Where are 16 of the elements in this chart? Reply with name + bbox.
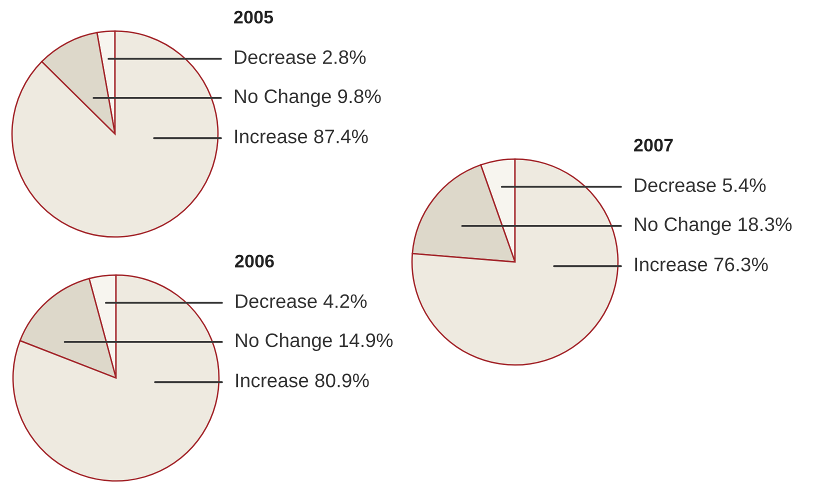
slice-label: Increase 76.3% <box>635 258 768 272</box>
slice-label: No Change 14.9% <box>236 332 393 352</box>
slice-label: Decrease 5.4% <box>635 178 766 192</box>
slice-label: Decrease 2.8% <box>235 50 366 64</box>
chart-title: 2007 <box>634 138 673 152</box>
slice-label: Increase 87.4% <box>235 130 368 144</box>
chart-title: 2005 <box>234 10 274 24</box>
slice-label: Decrease 4.2% <box>236 294 367 308</box>
slice-label: No Change 9.8% <box>235 88 381 108</box>
slice-label: No Change 18.3% <box>635 216 792 236</box>
pie-slice <box>11 30 219 238</box>
slice-label: Increase 80.9% <box>236 374 369 388</box>
chart-title: 2006 <box>235 254 274 268</box>
pie-slice <box>12 274 220 482</box>
pie-slice <box>411 158 619 366</box>
pie-slice <box>19 278 117 379</box>
